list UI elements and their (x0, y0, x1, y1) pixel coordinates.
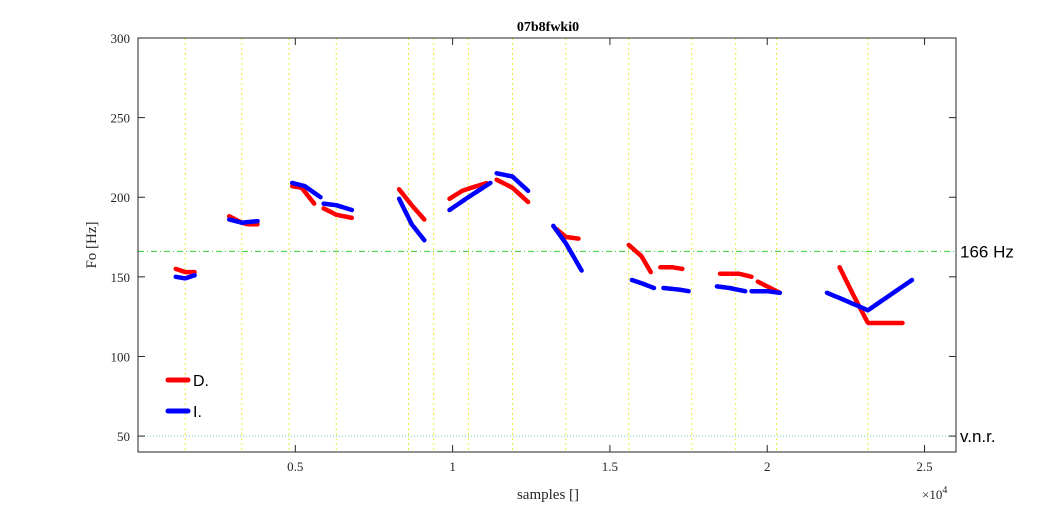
plot-area (138, 38, 956, 452)
series-segment-i (173, 273, 197, 281)
series-segment-d (494, 177, 531, 205)
series-segment-i (749, 288, 783, 296)
series-segment-d (321, 206, 355, 221)
series-segment-i (494, 171, 531, 194)
series-segment-d (447, 180, 490, 202)
x-exponent-label: ×104 (922, 485, 947, 502)
series-segment-d (717, 271, 754, 280)
series-segment-i (321, 201, 355, 213)
series-segment-i (629, 277, 657, 291)
series-segment-i (714, 284, 748, 294)
y-axis-ticks: 50 100 150 200 250 300 (111, 31, 956, 444)
y-tick-label: 200 (111, 190, 131, 205)
series-segment-i (551, 223, 584, 273)
y-tick-label: 150 (111, 270, 131, 285)
series-segment-d (658, 265, 685, 272)
reference-line-label: v.n.r. (960, 427, 996, 446)
series-segment-d (626, 242, 654, 275)
series-segment-i (661, 285, 691, 294)
axes-box (137, 37, 957, 453)
y-tick-label: 300 (111, 31, 131, 46)
series-layer (173, 171, 915, 326)
series-segment-i (289, 180, 323, 200)
legend-label-i: I. (193, 404, 202, 421)
x-tick-label: 1 (449, 459, 456, 474)
chart-title: 07b8fwki0 (517, 20, 579, 35)
series-segment-d (173, 266, 197, 275)
reference-lines: 166 Hz v.n.r. (138, 242, 1014, 446)
x-tick-label: 2.5 (916, 459, 932, 474)
x-tick-label: 0.5 (287, 459, 303, 474)
series-segment-i (226, 217, 260, 225)
y-tick-label: 100 (111, 349, 131, 364)
x-tick-label: 2 (764, 459, 771, 474)
x-tick-label: 1.5 (602, 459, 618, 474)
legend: D. I. (165, 373, 209, 421)
y-tick-label: 250 (111, 111, 131, 126)
reference-line-label: 166 Hz (960, 242, 1014, 261)
series-segment-d (289, 183, 317, 206)
x-axis-ticks: 0.5 1 1.5 2 2.5 (287, 38, 933, 474)
x-exponent-base: ×10 (922, 487, 942, 502)
legend-label-d: D. (193, 373, 209, 390)
x-axis-label: samples [] (517, 487, 579, 503)
y-tick-label: 50 (117, 429, 130, 444)
x-exponent-power: 4 (942, 485, 947, 496)
y-axis-label: Fo [Hz] (84, 221, 100, 268)
series-segment-d (396, 187, 427, 222)
series-segment-i (396, 196, 427, 243)
series-segment-i (824, 277, 915, 313)
series-segment-i (447, 180, 493, 213)
